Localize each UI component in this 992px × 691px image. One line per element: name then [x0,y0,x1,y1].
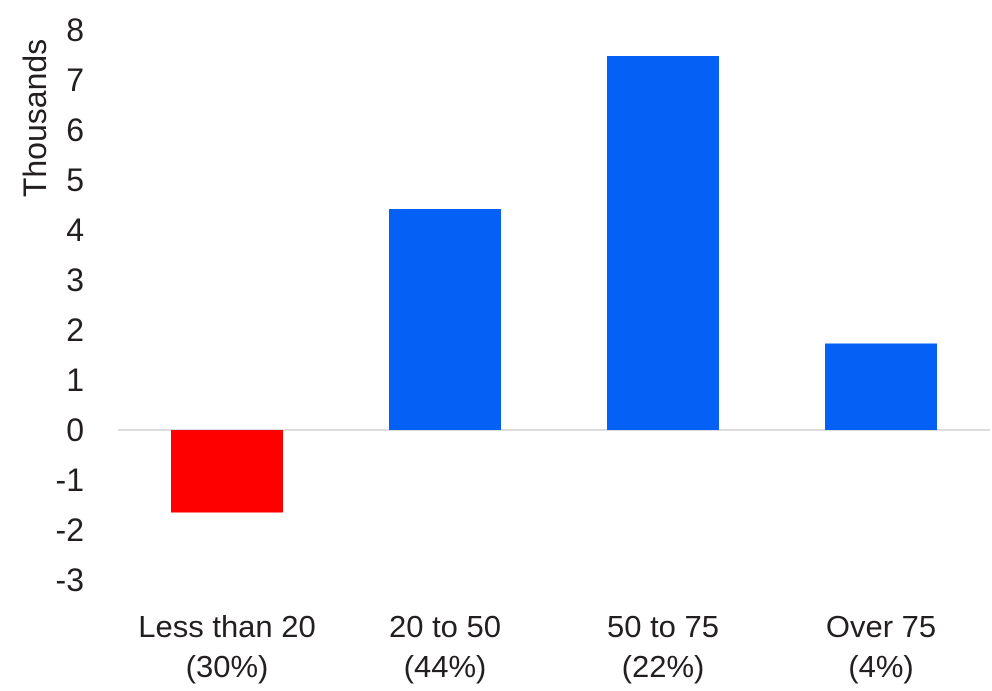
y-tick-label: 4 [66,212,84,248]
x-category-label: Less than 20 [138,609,316,644]
y-tick-label: 6 [66,112,84,148]
x-category-label: 50 to 75 [607,609,719,644]
x-category-sublabel: (22%) [622,649,705,684]
y-tick-label: 5 [66,162,84,198]
y-tick-label: 0 [66,412,84,448]
y-tick-label: 3 [66,262,84,298]
y-tick-label: 1 [66,362,84,398]
x-category-sublabel: (44%) [404,649,487,684]
x-category-label: 20 to 50 [389,609,501,644]
y-tick-label: -1 [56,462,84,498]
y-tick-label: 2 [66,312,84,348]
y-axis-title: Thousands [17,39,53,197]
x-category-labels: Less than 20 (30%) 20 to 50 (44%) 50 to 75 (2… [138,609,936,684]
y-tick-label: -2 [56,512,84,548]
y-tick-label: 8 [66,12,84,48]
x-category-label: Over 75 [826,609,936,644]
y-tick-label: 7 [66,62,84,98]
bars [171,56,937,513]
x-category-sublabel: (4%) [848,649,913,684]
bar-1 [389,209,501,430]
y-tick-labels: 8 7 6 5 4 3 2 1 0 -1 -2 -3 [56,12,84,598]
y-tick-label: -3 [56,562,84,598]
x-category-sublabel: (30%) [186,649,269,684]
bar-0 [171,430,283,513]
bar-3 [825,343,937,430]
bar-2 [607,56,719,430]
